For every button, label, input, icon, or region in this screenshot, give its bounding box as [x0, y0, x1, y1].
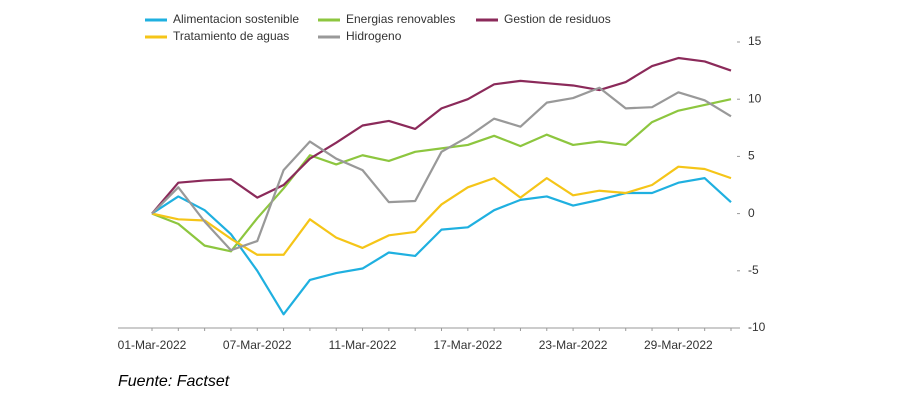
series-line — [151, 86, 732, 252]
y-tick-label: 10 — [748, 91, 762, 105]
series-line — [151, 56, 732, 215]
series-line — [151, 177, 732, 316]
y-tick-label: -5 — [748, 263, 759, 277]
legend-label: Hidrogeno — [346, 29, 402, 43]
legend-label: Alimentacion sostenible — [173, 12, 299, 26]
y-tick-label: -10 — [748, 320, 766, 334]
x-tick-label: 01-Mar-2022 — [118, 338, 187, 352]
series-line — [151, 165, 732, 256]
x-tick-label: 29-Mar-2022 — [644, 338, 713, 352]
x-tick-label: 11-Mar-2022 — [329, 338, 397, 352]
y-tick-label: 5 — [748, 149, 755, 163]
legend-label: Gestion de residuos — [504, 12, 611, 26]
source: Fuente: Factset — [118, 373, 230, 390]
y-tick-label: 15 — [748, 34, 762, 48]
x-tick-label: 23-Mar-2022 — [539, 338, 608, 352]
x-tick-label: 17-Mar-2022 — [433, 338, 502, 352]
y-tick-label: 0 — [748, 206, 755, 220]
x-tick-label: 07-Mar-2022 — [223, 338, 292, 352]
legend-label: Energias renovables — [346, 12, 455, 26]
legend-label: Tratamiento de aguas — [173, 29, 289, 43]
series-line — [151, 98, 732, 253]
